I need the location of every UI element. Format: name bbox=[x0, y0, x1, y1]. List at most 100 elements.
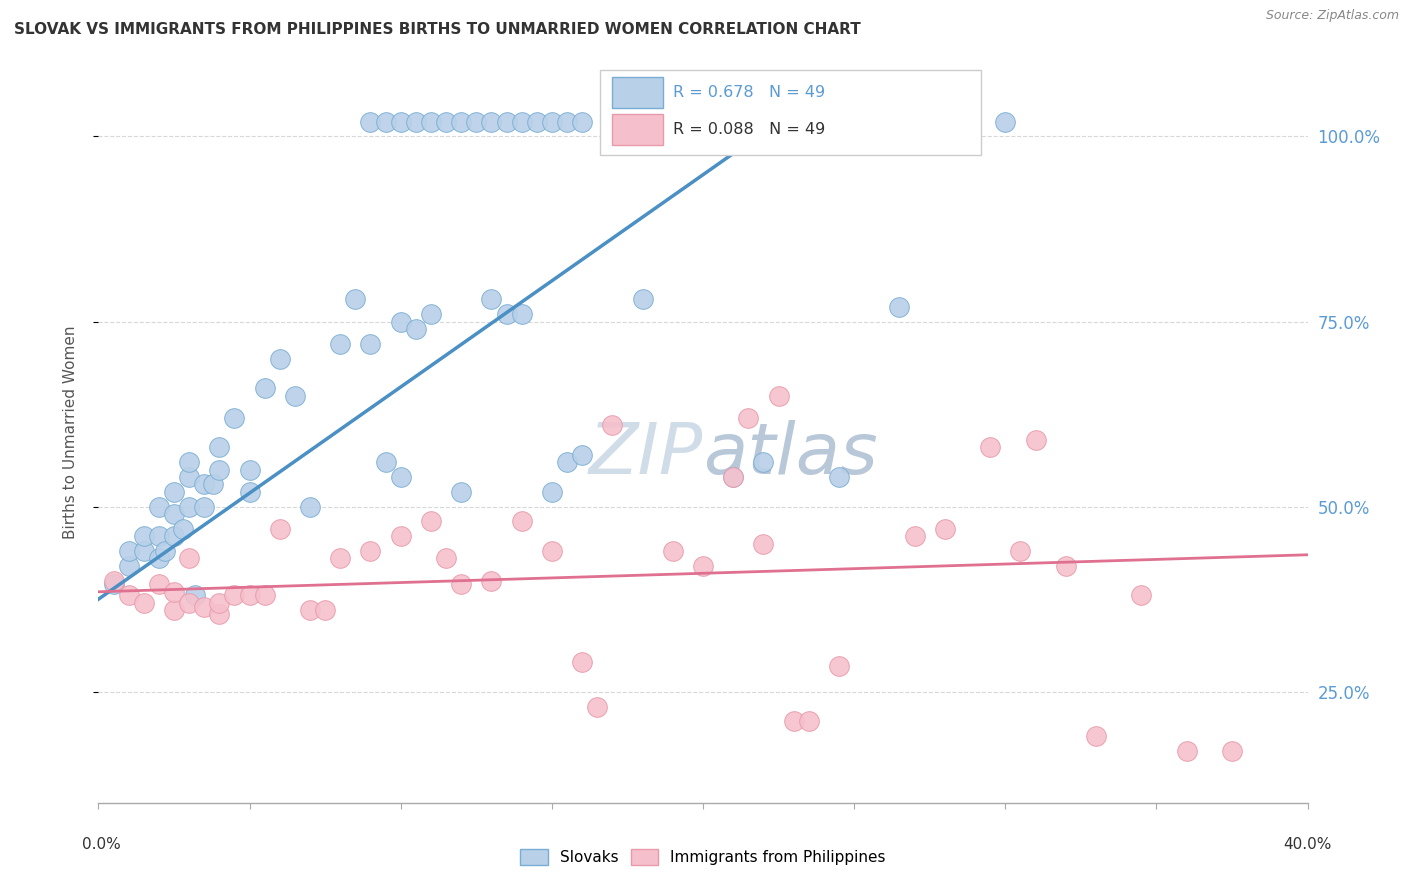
Point bbox=[179, 500, 201, 514]
Point bbox=[510, 515, 533, 529]
Point bbox=[299, 603, 322, 617]
Text: SLOVAK VS IMMIGRANTS FROM PHILIPPINES BIRTHS TO UNMARRIED WOMEN CORRELATION CHAR: SLOVAK VS IMMIGRANTS FROM PHILIPPINES BI… bbox=[14, 22, 860, 37]
FancyBboxPatch shape bbox=[613, 78, 664, 108]
Point bbox=[661, 544, 683, 558]
Point bbox=[132, 529, 155, 543]
Point bbox=[526, 114, 548, 128]
Point bbox=[193, 500, 215, 514]
Text: 40.0%: 40.0% bbox=[1284, 837, 1331, 852]
Point bbox=[208, 462, 231, 476]
Point bbox=[450, 484, 472, 499]
Point bbox=[752, 455, 775, 469]
Text: R = 0.678   N = 49: R = 0.678 N = 49 bbox=[672, 86, 825, 100]
Text: atlas: atlas bbox=[703, 420, 877, 490]
Point bbox=[179, 455, 201, 469]
Point bbox=[783, 714, 806, 729]
Point bbox=[571, 448, 593, 462]
Point bbox=[118, 589, 141, 603]
Point bbox=[148, 500, 170, 514]
Point bbox=[163, 603, 186, 617]
Point bbox=[103, 574, 125, 588]
Point bbox=[934, 522, 956, 536]
Point bbox=[344, 293, 367, 307]
Point bbox=[163, 529, 186, 543]
Point bbox=[163, 584, 186, 599]
Point bbox=[148, 577, 170, 591]
Point bbox=[103, 577, 125, 591]
Point bbox=[253, 381, 276, 395]
Point bbox=[239, 462, 262, 476]
Point bbox=[571, 114, 593, 128]
Text: R = 0.088   N = 49: R = 0.088 N = 49 bbox=[672, 122, 825, 137]
FancyBboxPatch shape bbox=[613, 114, 664, 145]
Point bbox=[132, 596, 155, 610]
Point bbox=[389, 470, 412, 484]
Point bbox=[420, 515, 443, 529]
Point bbox=[374, 455, 396, 469]
Point bbox=[132, 544, 155, 558]
Point bbox=[481, 574, 503, 588]
Point bbox=[555, 455, 578, 469]
Point bbox=[374, 114, 396, 128]
Point bbox=[692, 558, 714, 573]
Point bbox=[495, 114, 517, 128]
Point bbox=[1130, 589, 1153, 603]
Point bbox=[163, 484, 186, 499]
Point bbox=[360, 114, 382, 128]
Point bbox=[602, 418, 624, 433]
Point bbox=[314, 603, 336, 617]
Point bbox=[631, 293, 654, 307]
Point bbox=[184, 589, 207, 603]
Point bbox=[179, 596, 201, 610]
Point bbox=[202, 477, 225, 491]
Legend: Slovaks, Immigrants from Philippines: Slovaks, Immigrants from Philippines bbox=[515, 843, 891, 871]
Text: Source: ZipAtlas.com: Source: ZipAtlas.com bbox=[1265, 9, 1399, 22]
Point bbox=[163, 507, 186, 521]
Point bbox=[179, 551, 201, 566]
Point bbox=[172, 522, 194, 536]
Point bbox=[481, 114, 503, 128]
Point bbox=[269, 522, 291, 536]
Point bbox=[329, 551, 352, 566]
Point bbox=[1024, 433, 1046, 447]
Point bbox=[389, 314, 412, 328]
Point bbox=[510, 307, 533, 321]
Point bbox=[405, 322, 427, 336]
Point bbox=[555, 114, 578, 128]
Point bbox=[1220, 744, 1243, 758]
Text: 0.0%: 0.0% bbox=[82, 837, 121, 852]
Point bbox=[193, 477, 215, 491]
Point bbox=[434, 114, 457, 128]
Point bbox=[299, 500, 322, 514]
Point bbox=[737, 410, 759, 425]
Point bbox=[723, 470, 745, 484]
Point bbox=[450, 114, 472, 128]
Point bbox=[495, 307, 517, 321]
Point bbox=[269, 351, 291, 366]
Point bbox=[224, 589, 246, 603]
Point bbox=[239, 589, 262, 603]
Point bbox=[904, 529, 927, 543]
Point bbox=[1054, 558, 1077, 573]
Point bbox=[253, 589, 276, 603]
Point bbox=[828, 470, 851, 484]
Point bbox=[389, 114, 412, 128]
Point bbox=[723, 470, 745, 484]
Point bbox=[360, 336, 382, 351]
Point bbox=[148, 529, 170, 543]
Point bbox=[284, 389, 307, 403]
Point bbox=[510, 114, 533, 128]
Point bbox=[389, 529, 412, 543]
Point bbox=[239, 484, 262, 499]
Point bbox=[723, 114, 745, 128]
Point bbox=[118, 558, 141, 573]
Point bbox=[797, 714, 820, 729]
Point bbox=[193, 599, 215, 614]
Y-axis label: Births to Unmarried Women: Births to Unmarried Women bbox=[63, 326, 77, 540]
Point bbox=[118, 544, 141, 558]
Point bbox=[1010, 544, 1032, 558]
Point bbox=[420, 307, 443, 321]
Point bbox=[208, 441, 231, 455]
Point bbox=[571, 655, 593, 669]
Point bbox=[329, 336, 352, 351]
